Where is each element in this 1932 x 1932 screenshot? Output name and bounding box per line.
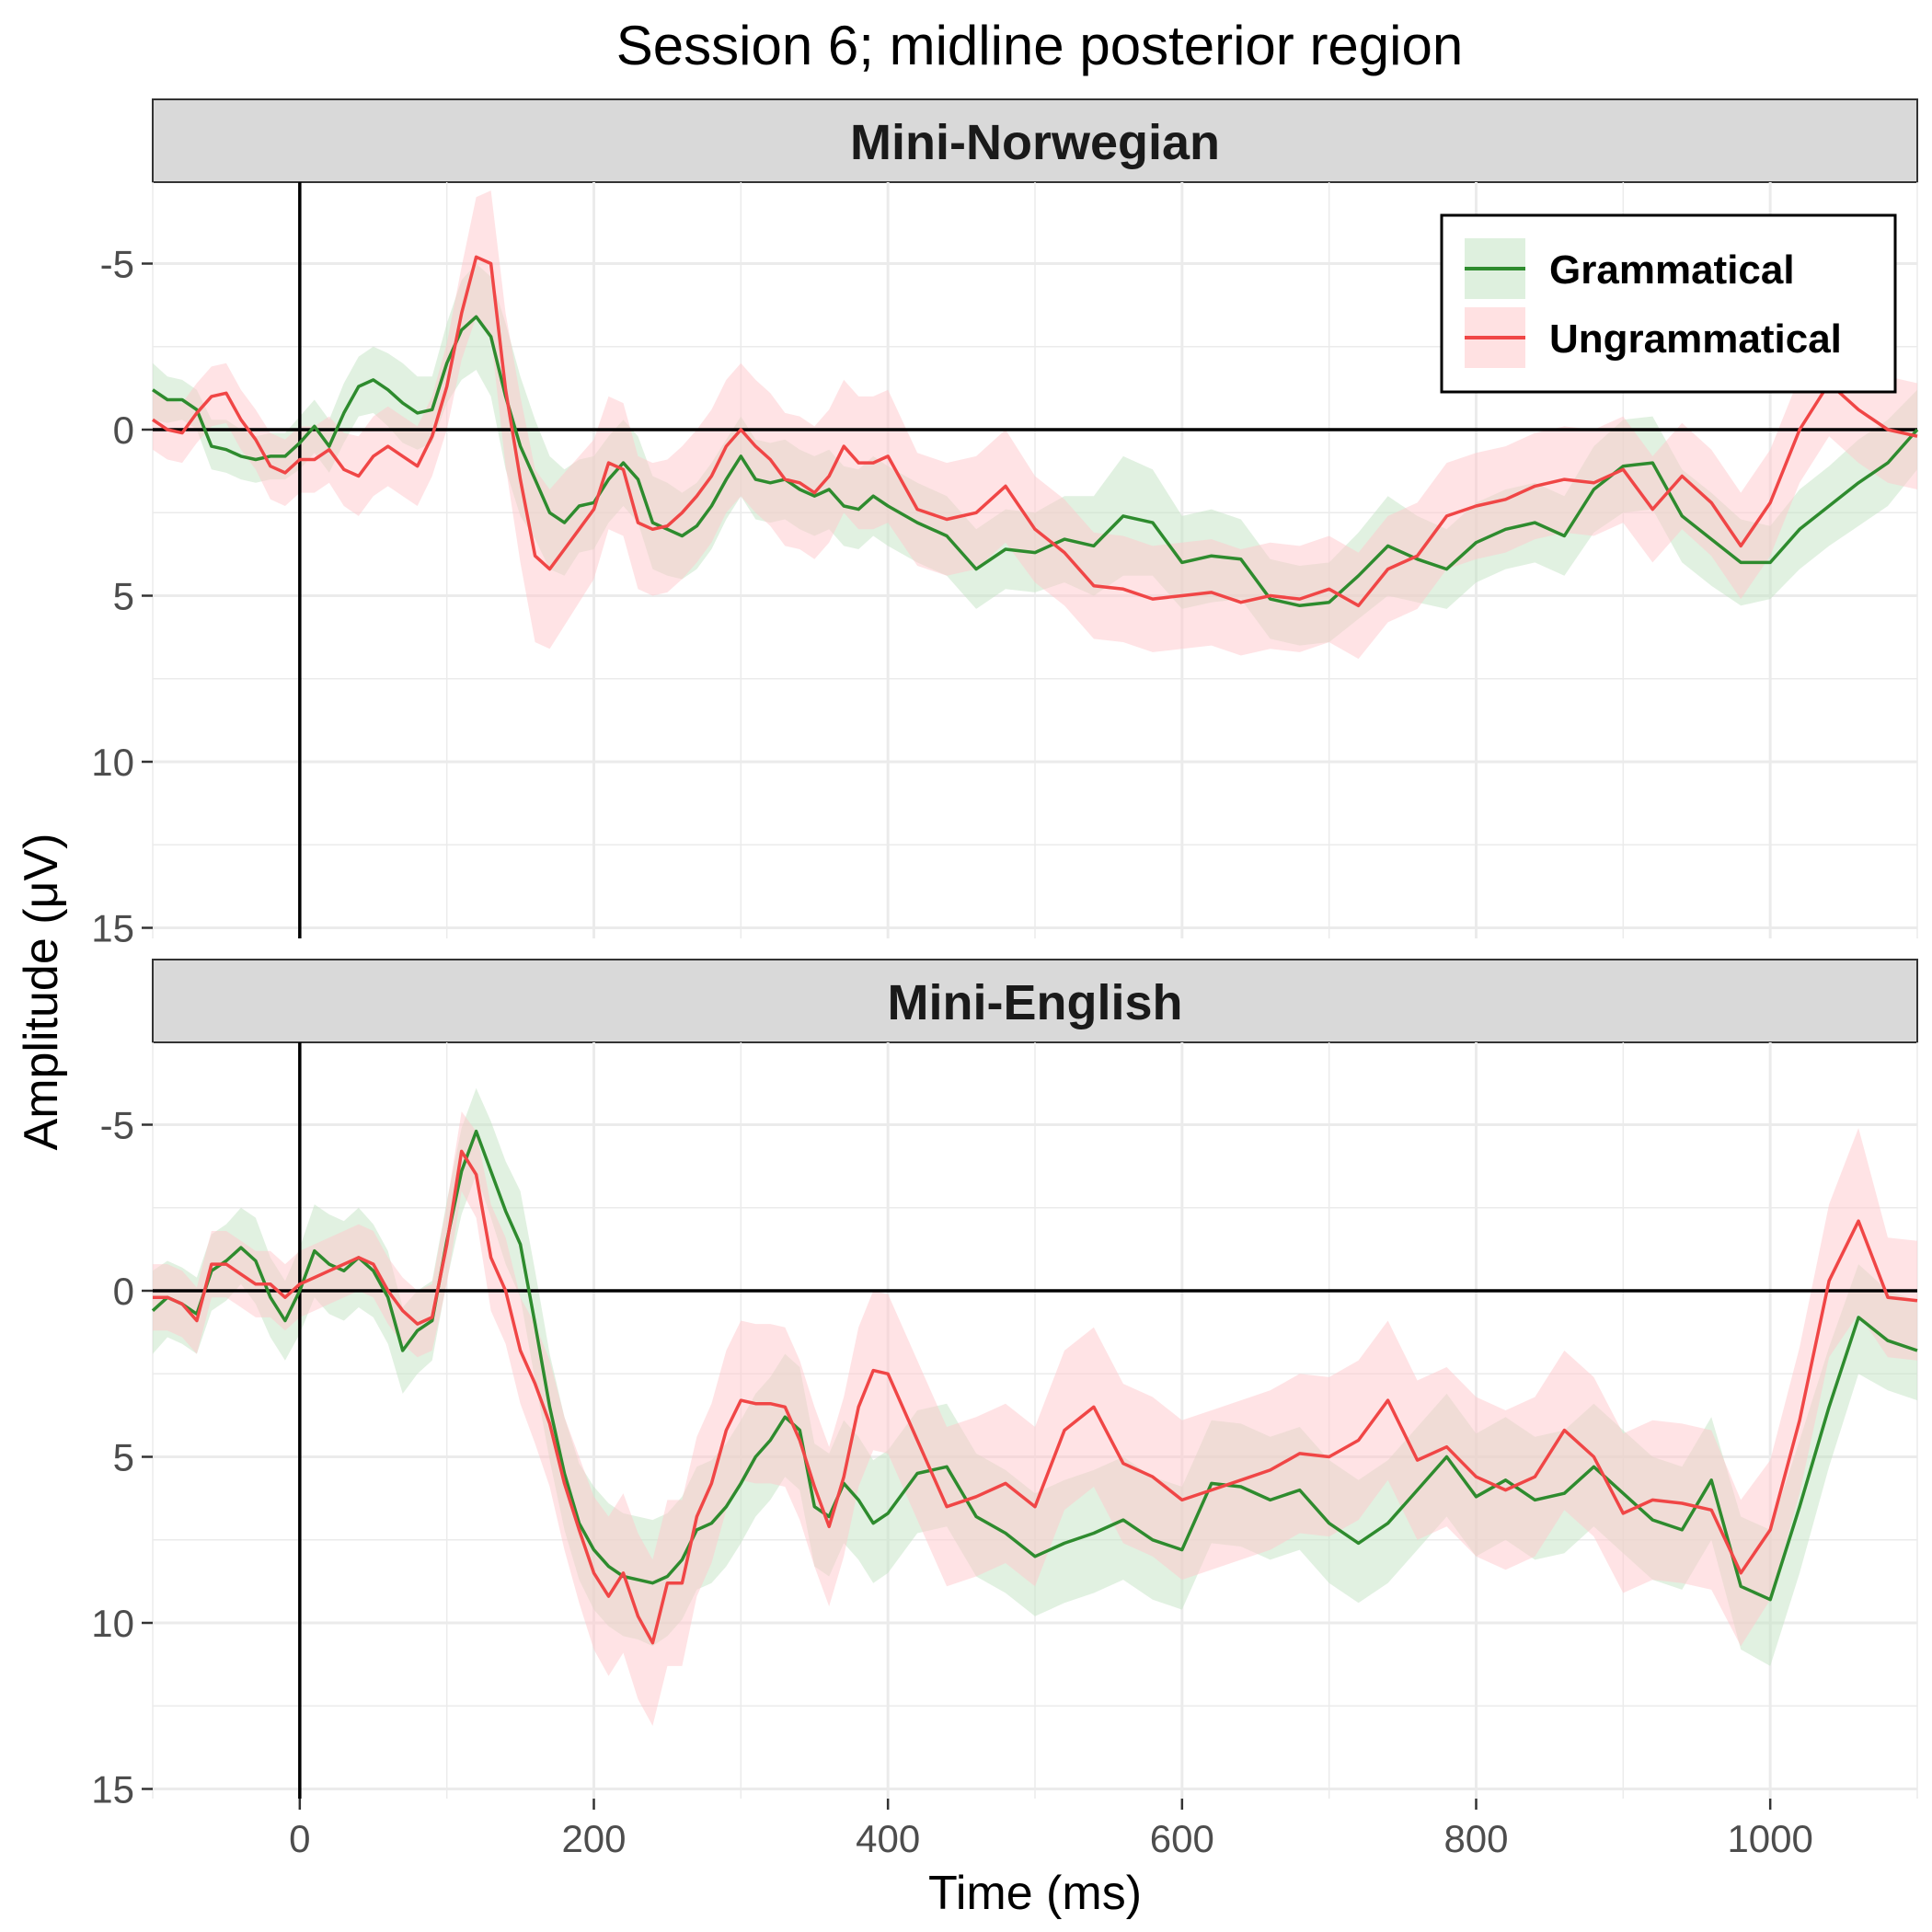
y-tick-label: -5 xyxy=(100,1104,134,1147)
y-tick-label: 15 xyxy=(91,1768,134,1811)
x-tick-label: 400 xyxy=(856,1817,920,1860)
reference-lines xyxy=(153,1042,1917,1799)
y-tick-label: 10 xyxy=(91,1602,134,1645)
y-tick-label: 5 xyxy=(113,1436,134,1479)
y-tick-label: 0 xyxy=(113,408,134,452)
y-tick-label: 0 xyxy=(113,1270,134,1313)
panel-mini-english: Mini-English -5 0 5 10 15 xyxy=(91,959,1918,1811)
reference-lines xyxy=(153,182,1917,938)
series-line-grammatical xyxy=(152,315,1919,608)
y-tick-label: 15 xyxy=(91,907,134,950)
x-tick-label: 800 xyxy=(1443,1817,1508,1860)
strip-background xyxy=(152,98,1918,183)
legend-label-grammatical: Grammatical xyxy=(1549,247,1795,293)
x-tick-label: 200 xyxy=(561,1817,626,1860)
y-tick-label: 5 xyxy=(113,575,134,618)
chart-title: Session 6; midline posterior region xyxy=(616,15,1463,76)
series-lines xyxy=(151,1129,1918,1645)
legend-item-ungrammatical: Ungrammatical xyxy=(1465,307,1842,368)
x-axis-title: Time (ms) xyxy=(928,1867,1142,1920)
x-tick-label: 0 xyxy=(289,1817,310,1860)
series-lines xyxy=(152,255,1919,608)
legend-label-ungrammatical: Ungrammatical xyxy=(1549,316,1842,362)
y-tick-label: 10 xyxy=(91,741,134,784)
strip-label: Mini-Norwegian xyxy=(850,115,1220,170)
series-line-ungrammatical xyxy=(152,255,1918,608)
strip-label: Mini-English xyxy=(888,975,1183,1030)
y-axis-title: Amplitude (μV) xyxy=(15,834,68,1151)
series-line-ungrammatical xyxy=(153,1149,1918,1645)
y-tick-label: -5 xyxy=(100,243,134,286)
legend: Grammatical Ungrammatical xyxy=(1440,213,1897,394)
y-axis-ticks: -5 0 5 10 15 xyxy=(91,1104,153,1811)
x-tick-label: 1000 xyxy=(1727,1817,1812,1860)
x-axis-ticks: 0 200 400 600 800 1000 xyxy=(289,1799,1813,1860)
strip-background xyxy=(152,959,1918,1043)
y-axis-ticks: -5 0 5 10 15 xyxy=(91,243,153,950)
legend-item-grammatical: Grammatical xyxy=(1465,238,1795,299)
panel-mini-norwegian: Mini-Norwegian -5 0 5 10 15 xyxy=(91,98,1919,950)
x-tick-label: 600 xyxy=(1150,1817,1214,1860)
